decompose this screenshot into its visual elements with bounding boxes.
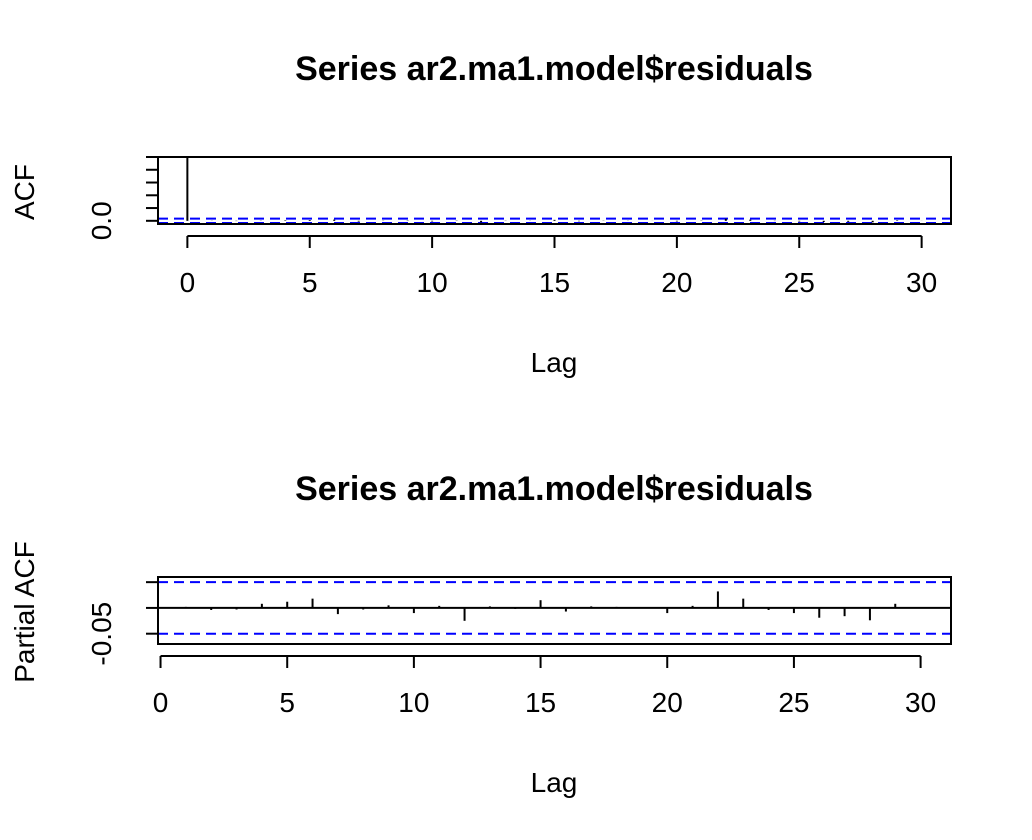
pacf-y-tick-label-0: -0.05: [86, 602, 117, 666]
pacf-x-tick-label-5: 5: [279, 687, 295, 718]
pacf-panel: Series ar2.ma1.model$residuals Lag Parti…: [9, 470, 952, 798]
pacf-y-axis-label: Partial ACF: [9, 541, 40, 683]
pacf-title: Series ar2.ma1.model$residuals: [295, 470, 813, 508]
acf-y-axis-label: ACF: [9, 164, 40, 220]
acf-x-tick-label-25: 25: [784, 267, 815, 298]
pacf-x-tick-label-10: 10: [398, 687, 429, 718]
pacf-x-tick-label-20: 20: [652, 687, 683, 718]
acf-panel: Series ar2.ma1.model$residuals Lag ACF 0…: [9, 50, 952, 378]
acf-x-tick-label-30: 30: [906, 267, 937, 298]
acf-spikes: [186, 157, 923, 223]
acf-x-tick-label-10: 10: [417, 267, 448, 298]
acf-x-tick-label-15: 15: [539, 267, 570, 298]
pacf-spikes: [158, 591, 951, 621]
acf-x-tick-label-5: 5: [302, 267, 318, 298]
pacf-x-tick-label-30: 30: [905, 687, 936, 718]
acf-x-axis: 0 5 10 15 20 25 30: [180, 235, 937, 298]
pacf-x-axis-label: Lag: [531, 767, 578, 798]
acf-x-tick-label-20: 20: [661, 267, 692, 298]
pacf-confidence-bands: [158, 581, 951, 635]
acf-x-tick-label-0: 0: [180, 267, 196, 298]
acf-y-axis: 0.0: [86, 156, 159, 240]
acf-title: Series ar2.ma1.model$residuals: [295, 50, 813, 88]
acf-plot-frame: [157, 156, 952, 225]
acf-x-axis-label: Lag: [531, 347, 578, 378]
pacf-y-axis: -0.05: [86, 581, 159, 666]
pacf-x-tick-label-15: 15: [525, 687, 556, 718]
pacf-x-axis: 0 5 10 15 20 25 30: [153, 655, 936, 718]
pacf-x-tick-label-25: 25: [778, 687, 809, 718]
pacf-x-tick-label-0: 0: [153, 687, 169, 718]
acf-y-tick-label-0: 0.0: [86, 201, 117, 240]
